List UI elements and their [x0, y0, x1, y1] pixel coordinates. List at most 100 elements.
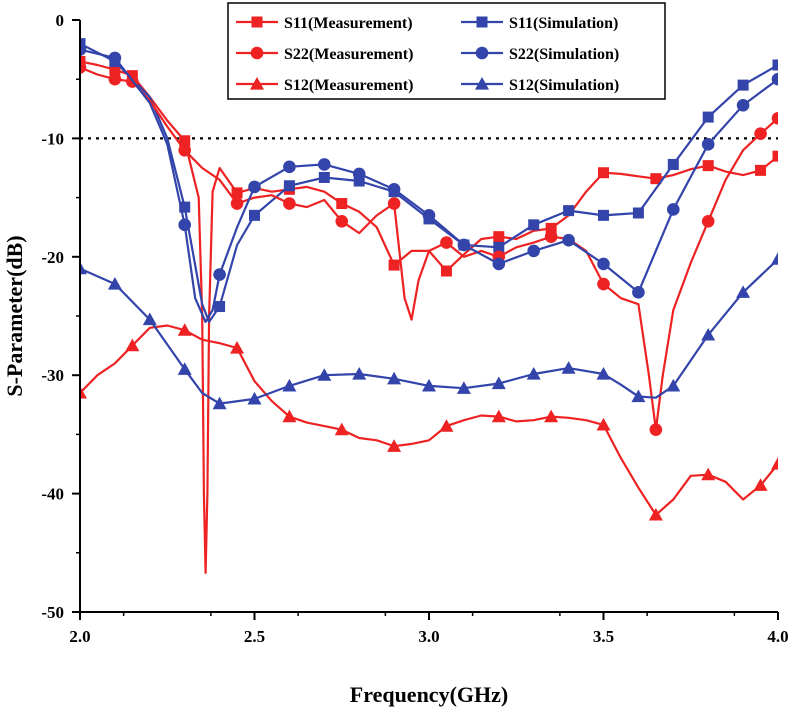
data-point-marker: [701, 327, 716, 341]
data-point-marker: [283, 180, 295, 192]
data-point-marker: [109, 64, 121, 76]
y-tick-label: 0: [56, 11, 65, 30]
data-point-marker: [213, 268, 226, 281]
data-point-marker: [527, 244, 540, 258]
data-point-marker: [667, 203, 680, 216]
data-point-marker: [736, 285, 751, 298]
legend-label: S22(Simulation): [509, 46, 619, 63]
data-point-marker: [771, 72, 778, 86]
legend-entry-s11-measurement-: S11(Measurement): [236, 15, 413, 32]
legend-marker: [251, 16, 263, 28]
data-point-marker: [596, 417, 611, 431]
data-point-marker: [457, 238, 471, 252]
data-point-marker: [648, 507, 663, 521]
series-line: [80, 48, 778, 323]
data-point-marker: [249, 209, 260, 221]
data-point-marker: [440, 236, 453, 249]
series-s12-simulation-: [80, 252, 778, 410]
data-point-marker: [334, 422, 349, 436]
legend-label: S11(Simulation): [509, 15, 618, 32]
y-axis-title: S-Parameter(dB): [2, 235, 27, 396]
data-point-marker: [80, 61, 87, 74]
data-point-marker: [755, 164, 767, 176]
data-point-marker: [142, 312, 157, 326]
data-point-marker: [701, 214, 715, 228]
data-point-marker: [561, 361, 576, 374]
data-point-marker: [650, 173, 662, 185]
data-point-marker: [387, 197, 401, 210]
legend-label: S12(Simulation): [509, 77, 619, 94]
data-point-marker: [771, 111, 778, 125]
data-point-marker: [388, 259, 400, 271]
data-point-marker: [456, 381, 471, 394]
data-point-marker: [335, 214, 349, 228]
y-tick-label: -20: [41, 248, 64, 267]
data-point-marker: [212, 396, 227, 410]
legend-marker: [475, 46, 489, 60]
data-point-marker: [754, 127, 767, 140]
data-point-marker: [598, 209, 609, 221]
data-point-marker: [493, 231, 505, 243]
data-point-marker: [108, 72, 122, 86]
data-point-marker: [178, 143, 191, 157]
data-point-marker: [80, 261, 87, 275]
data-point-marker: [422, 378, 436, 392]
legend-marker: [250, 46, 264, 60]
data-point-marker: [352, 167, 366, 181]
data-point-marker: [528, 219, 540, 231]
data-point-marker: [177, 362, 192, 375]
x-tick-label: 2.5: [244, 627, 265, 646]
legend-entry-s12-measurement-: S12(Measurement): [236, 77, 413, 94]
data-point-marker: [440, 265, 452, 277]
data-point-marker: [737, 79, 749, 91]
legend: S11(Measurement) S11(Simulation) S22(Measu…: [227, 2, 666, 100]
data-point-marker: [632, 286, 645, 299]
series-line: [80, 66, 778, 431]
data-point-marker: [178, 218, 191, 232]
data-point-marker: [667, 158, 679, 170]
legend-box: [227, 2, 666, 100]
data-point-marker: [545, 222, 557, 234]
axes: 2.0 2.5 3.0 3.5 4.0 0 -10 -20 -30 -40 -50: [41, 11, 788, 646]
data-point-marker: [491, 409, 506, 423]
data-point-marker: [282, 409, 297, 423]
data-point-marker: [230, 197, 244, 210]
data-point-marker: [231, 187, 243, 199]
y-tick-label: -10: [41, 129, 64, 148]
x-tick-label: 3.0: [418, 627, 439, 646]
data-point-marker: [701, 467, 716, 481]
data-point-marker: [649, 423, 663, 436]
data-point-marker: [230, 340, 245, 354]
data-point-marker: [596, 367, 611, 380]
data-point-marker: [492, 257, 506, 271]
x-axis-title: Frequency(GHz): [350, 682, 508, 707]
data-point-marker: [702, 160, 714, 172]
data-point-marker: [544, 230, 558, 243]
data-point-marker: [282, 378, 297, 392]
x-tick-label: 2.0: [69, 627, 90, 646]
data-point-marker: [387, 439, 402, 452]
data-point-marker: [563, 205, 575, 217]
x-tick-label: 3.5: [593, 627, 614, 646]
data-point-marker: [80, 385, 87, 399]
data-point-marker: [771, 457, 778, 470]
data-point-marker: [283, 197, 296, 210]
data-point-marker: [631, 389, 646, 403]
data-point-marker: [597, 277, 610, 291]
data-point-marker: [80, 43, 87, 56]
data-point-marker: [491, 376, 506, 390]
data-point-marker: [772, 150, 778, 162]
data-point-marker: [701, 138, 715, 151]
data-point-marker: [179, 135, 191, 147]
legend-entry-s22-measurement-: S22(Measurement): [236, 46, 413, 63]
data-point-marker: [772, 59, 778, 71]
data-point-marker: [753, 478, 768, 491]
legend-label: S22(Measurement): [284, 46, 413, 63]
data-point-marker: [736, 98, 750, 112]
data-point-marker: [248, 180, 261, 194]
legend-label: S12(Measurement): [284, 77, 413, 94]
data-point-marker: [702, 111, 714, 123]
legend-entry-s12-simulation-: S12(Simulation): [461, 77, 619, 94]
legend-marker: [475, 77, 489, 90]
